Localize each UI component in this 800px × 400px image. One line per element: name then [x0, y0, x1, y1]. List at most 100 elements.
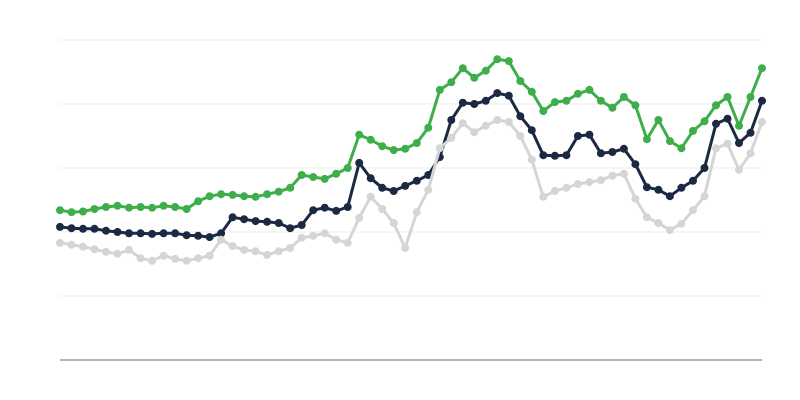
data-point-marker — [712, 101, 720, 110]
data-point-marker — [562, 183, 571, 192]
data-point-marker — [320, 229, 329, 238]
data-point-marker — [182, 231, 191, 240]
data-point-marker — [435, 144, 444, 153]
data-point-marker — [309, 173, 318, 181]
data-point-marker — [297, 221, 306, 229]
series-navy-line — [58, 91, 764, 239]
data-point-marker — [102, 226, 110, 235]
data-point-marker — [516, 77, 525, 85]
data-point-marker — [263, 251, 272, 259]
data-point-marker — [596, 149, 605, 158]
data-point-marker — [56, 238, 64, 247]
data-point-marker — [619, 93, 628, 101]
data-point-marker — [263, 217, 272, 226]
data-point-marker — [608, 171, 617, 180]
data-point-marker — [596, 176, 605, 185]
data-point-marker — [493, 55, 502, 64]
data-point-marker — [493, 116, 502, 124]
data-point-marker — [332, 206, 341, 215]
data-point-marker — [539, 151, 548, 160]
data-point-marker — [286, 224, 295, 233]
data-point-marker — [217, 235, 226, 244]
data-point-marker — [228, 213, 237, 222]
data-point-marker — [677, 219, 686, 228]
data-point-marker — [320, 203, 329, 212]
data-point-marker — [355, 213, 364, 222]
data-point-marker — [458, 64, 467, 73]
data-point-marker — [573, 132, 582, 140]
data-point-marker — [67, 224, 76, 233]
data-point-marker — [297, 171, 306, 179]
data-point-marker — [251, 247, 260, 256]
data-point-marker — [631, 101, 640, 110]
data-point-marker — [458, 119, 467, 128]
data-point-marker — [56, 206, 64, 215]
data-point-marker — [712, 119, 720, 128]
data-point-marker — [240, 192, 249, 201]
data-point-marker — [343, 238, 352, 247]
data-point-marker — [274, 247, 283, 256]
data-point-marker — [504, 57, 513, 66]
data-point-marker — [90, 224, 99, 233]
data-point-marker — [619, 144, 628, 153]
data-point-marker — [746, 149, 755, 158]
data-point-marker — [125, 245, 133, 254]
data-point-marker — [758, 64, 766, 73]
data-point-marker — [573, 89, 582, 98]
data-point-marker — [56, 222, 64, 231]
data-point-marker — [665, 226, 674, 235]
data-point-marker — [125, 203, 133, 212]
data-point-marker — [516, 132, 525, 140]
data-point-marker — [366, 192, 375, 201]
data-point-marker — [550, 151, 559, 160]
data-point-marker — [481, 121, 490, 130]
data-point-marker — [527, 126, 536, 135]
data-point-marker — [562, 151, 571, 160]
series-navy — [56, 89, 766, 242]
data-point-marker — [389, 219, 398, 227]
data-point-marker — [79, 224, 87, 233]
data-point-marker — [378, 142, 387, 151]
data-point-marker — [194, 254, 203, 263]
data-point-marker — [735, 139, 743, 147]
data-point-marker — [481, 66, 490, 75]
data-point-marker — [700, 192, 709, 201]
data-point-marker — [573, 180, 582, 188]
data-point-marker — [148, 256, 157, 265]
data-point-marker — [378, 183, 387, 192]
data-point-marker — [424, 185, 433, 194]
data-point-marker — [274, 187, 283, 196]
data-point-marker — [297, 233, 306, 242]
data-point-marker — [228, 190, 237, 199]
data-point-marker — [263, 190, 272, 199]
data-point-marker — [217, 190, 226, 199]
data-point-marker — [654, 185, 663, 194]
series-green — [56, 55, 766, 217]
data-point-marker — [735, 121, 743, 130]
data-point-marker — [689, 126, 697, 135]
data-point-marker — [389, 187, 398, 195]
data-point-marker — [608, 103, 617, 112]
data-point-marker — [585, 178, 594, 187]
data-point-marker — [125, 229, 133, 238]
data-point-marker — [389, 146, 398, 155]
data-point-marker — [171, 254, 180, 263]
data-point-marker — [723, 93, 732, 101]
data-point-marker — [677, 183, 686, 192]
data-point-marker — [550, 98, 559, 107]
data-point-marker — [67, 208, 76, 217]
data-point-marker — [447, 116, 456, 124]
data-point-marker — [159, 201, 168, 210]
data-point-marker — [642, 135, 651, 144]
data-point-marker — [527, 87, 536, 96]
data-point-marker — [642, 213, 651, 222]
data-point-marker — [79, 242, 87, 251]
data-point-marker — [102, 203, 110, 211]
data-point-marker — [746, 93, 755, 101]
data-point-marker — [240, 245, 249, 254]
data-point-marker — [631, 160, 640, 169]
data-point-marker — [355, 130, 364, 139]
data-point-marker — [136, 229, 145, 238]
data-point-marker — [504, 91, 513, 100]
data-point-marker — [343, 203, 352, 211]
